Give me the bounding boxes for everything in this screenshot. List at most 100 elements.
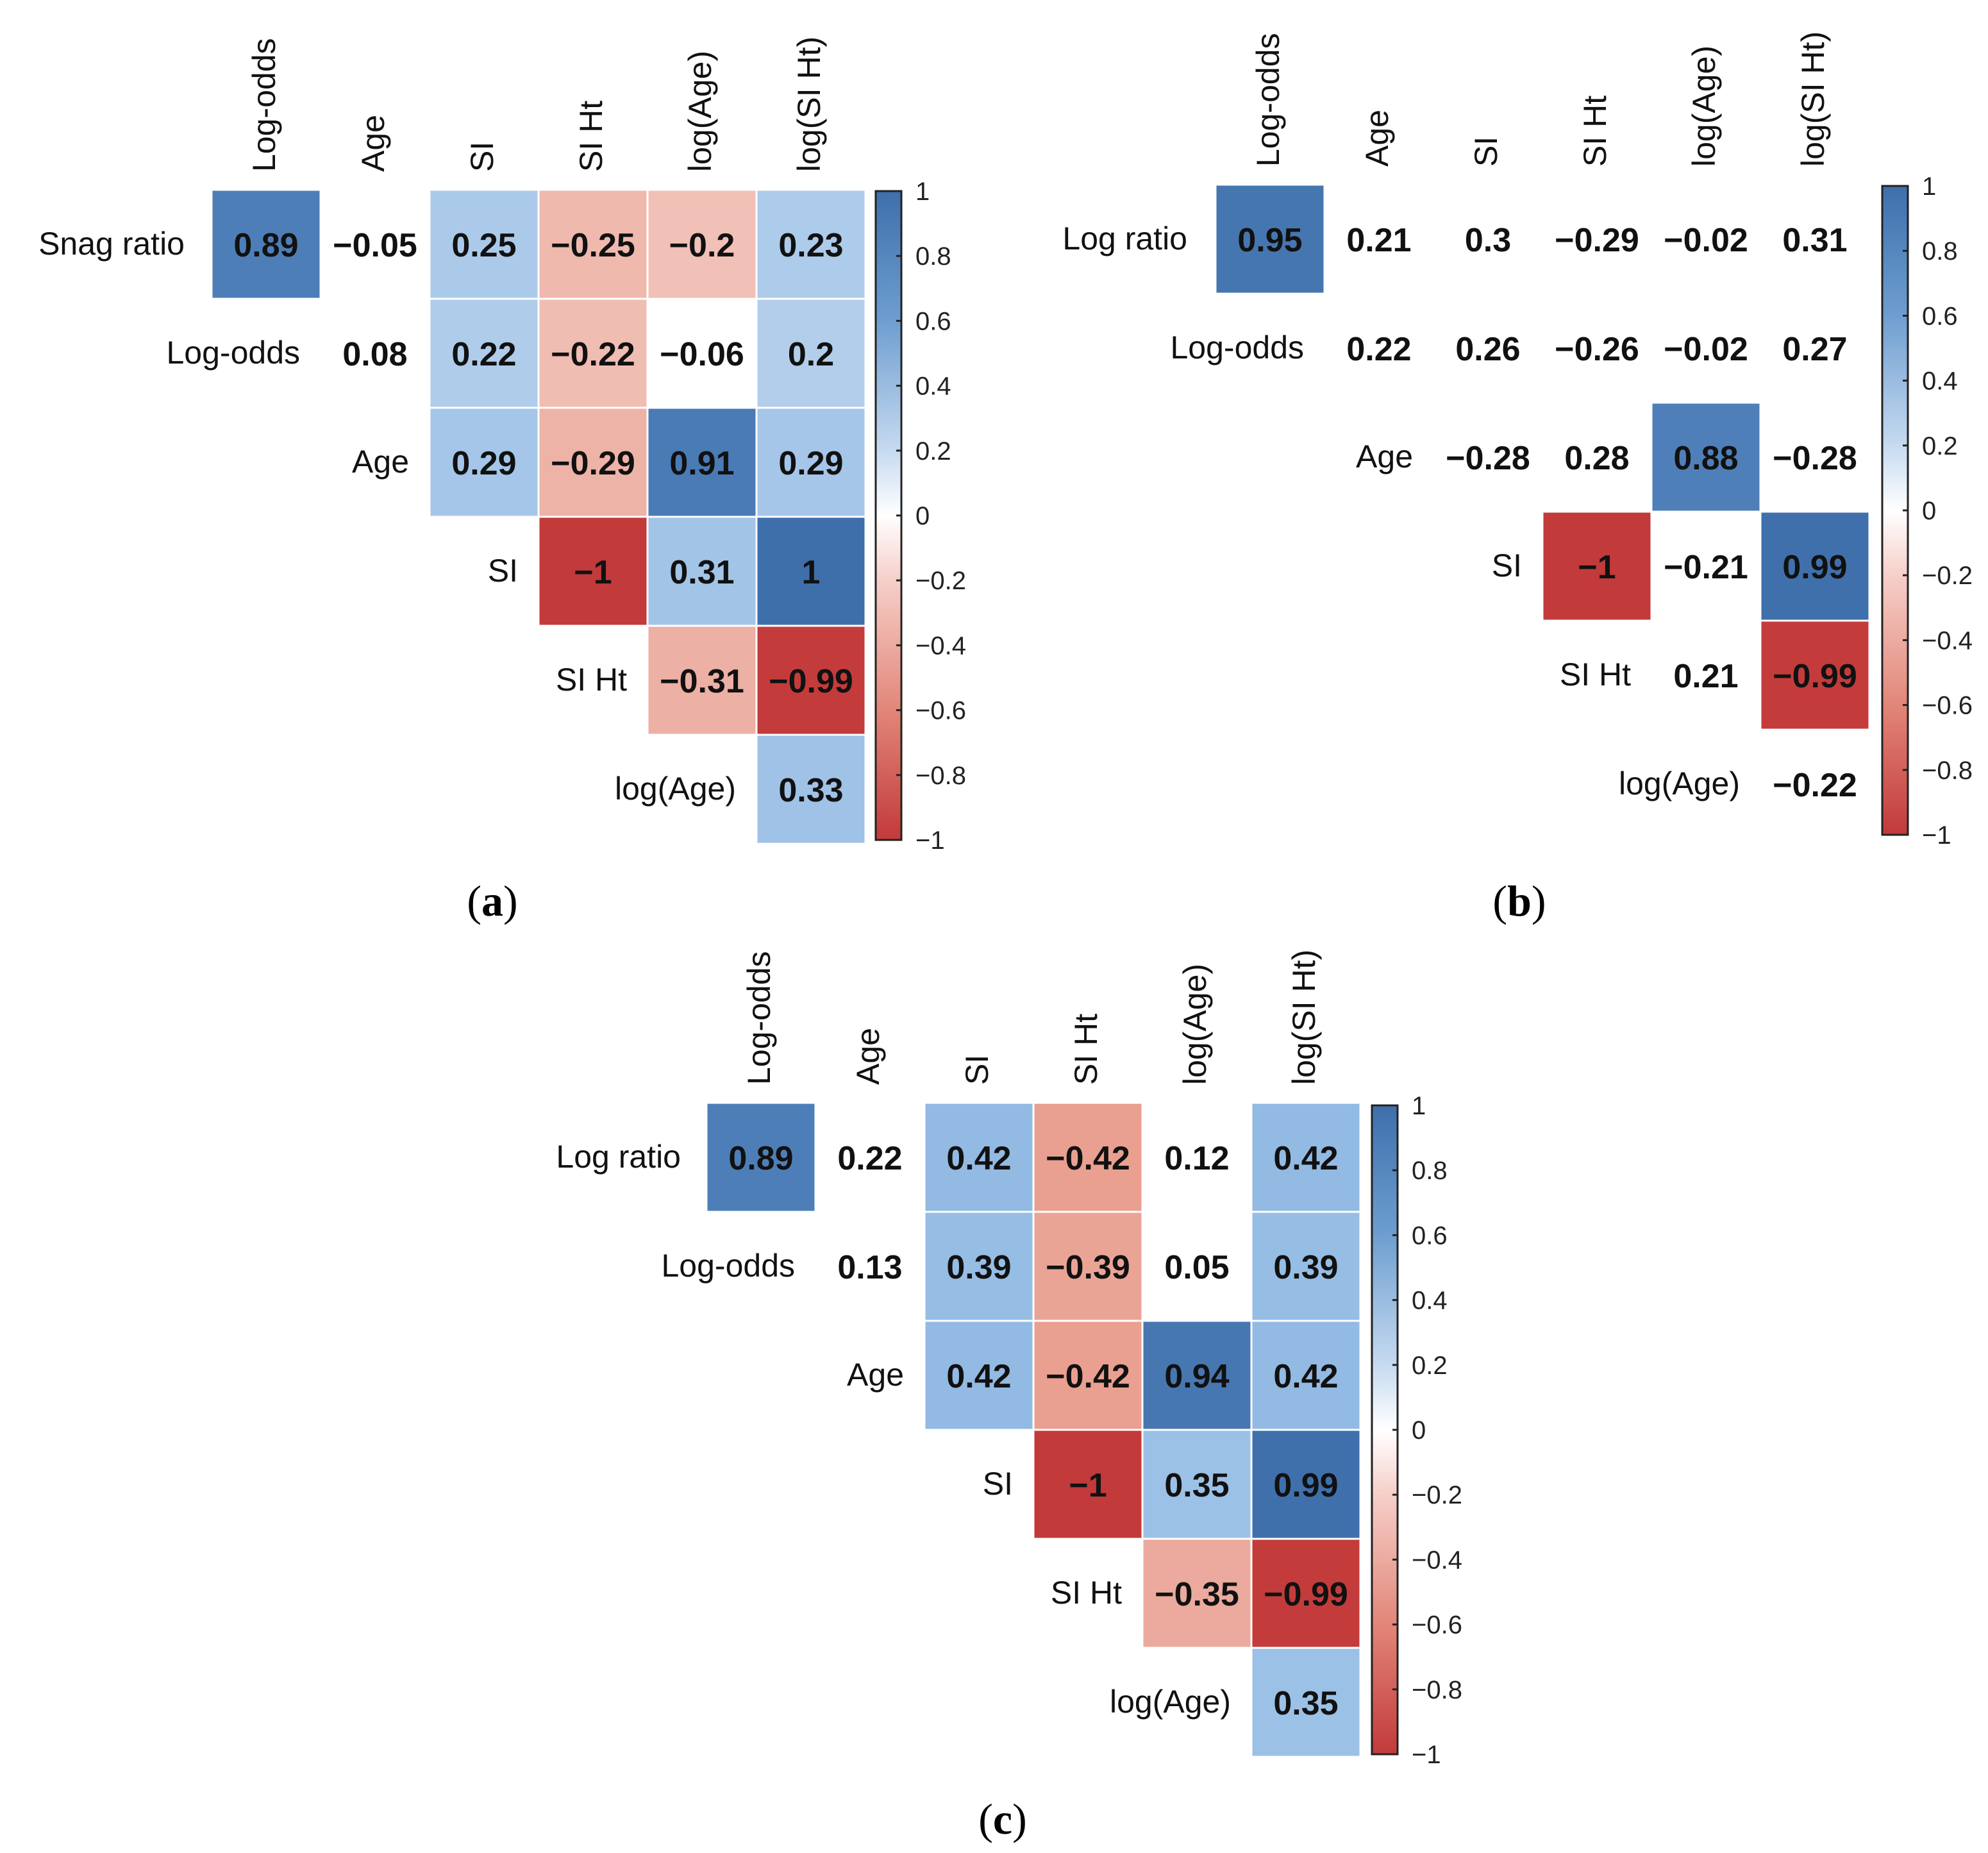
heatmap-cell xyxy=(1250,1647,1362,1758)
cell-value: 0.39 xyxy=(1273,1249,1338,1286)
cell-value: −0.2 xyxy=(669,227,735,264)
colorbar-tick-label: 0.8 xyxy=(915,242,951,271)
colorbar-tick-label: −0.8 xyxy=(1412,1676,1462,1704)
cell-value: 0.28 xyxy=(1564,440,1629,477)
cell-value: 0.99 xyxy=(1782,549,1847,586)
cell-value: 0.08 xyxy=(342,336,407,373)
cell-value: −0.22 xyxy=(551,336,635,373)
cell-value: 0.22 xyxy=(451,336,516,373)
col-label: log(Age) xyxy=(1686,46,1722,167)
heatmap-cell xyxy=(923,1102,1035,1213)
colorbar-tick-label: 0.4 xyxy=(1922,367,1958,396)
heatmap-cell xyxy=(646,516,758,627)
row-label: Log ratio xyxy=(1062,221,1187,256)
colorbar-tick-label: −1 xyxy=(1922,821,1951,850)
colorbar-tick-label: 0.4 xyxy=(915,373,951,401)
col-label: SI Ht xyxy=(573,101,609,172)
colorbar-tick-label: −0.8 xyxy=(915,762,966,790)
colorbar-tick-label: −0.2 xyxy=(1922,562,1973,590)
row-label: SI xyxy=(488,553,518,589)
row-label: Log ratio xyxy=(556,1139,681,1175)
colorbar-tick-label: 0.8 xyxy=(1412,1157,1448,1185)
cell-value: −0.25 xyxy=(551,227,635,264)
col-label: log(SI Ht) xyxy=(1795,31,1831,167)
cell-value: 0.42 xyxy=(946,1358,1011,1395)
panel-b: Log-odds Age SI SI Ht log(Age) log(SI Ht) 0.95… xyxy=(1062,31,1973,925)
cell-value: −0.29 xyxy=(551,445,635,482)
row-label: Snag ratio xyxy=(38,226,185,262)
col-label: Log-odds xyxy=(246,38,282,172)
col-label: Age xyxy=(355,115,391,172)
heatmap-cell xyxy=(537,189,649,300)
row-label: SI xyxy=(1492,548,1522,583)
cell-value: 0.22 xyxy=(1346,331,1411,368)
cell-value: −0.99 xyxy=(1773,658,1857,695)
heatmap-cell xyxy=(755,625,867,736)
cell-value: −0.06 xyxy=(660,336,744,373)
cell-value: 1 xyxy=(802,554,821,591)
panel-c: Log-odds Age SI SI Ht log(Age) log(SI Ht) 0.89… xyxy=(556,950,1462,1843)
cell-value: −0.42 xyxy=(1046,1140,1130,1177)
cell-value: 0.21 xyxy=(1673,658,1738,695)
cell-value: −0.28 xyxy=(1446,440,1530,477)
col-label: log(SI Ht) xyxy=(1286,950,1322,1085)
cell-value: 0.29 xyxy=(778,445,843,482)
heatmap-cell xyxy=(1141,1538,1253,1649)
colorbar-tick-label: −0.4 xyxy=(1922,626,1973,655)
col-label: log(Age) xyxy=(1177,964,1213,1085)
cell-value: 0.21 xyxy=(1346,222,1411,259)
colorbar-tick-label: 1 xyxy=(1922,172,1936,201)
cell-value: 0.42 xyxy=(946,1140,1011,1177)
cell-value: 0.88 xyxy=(1673,440,1738,477)
cell-value: 0.29 xyxy=(451,445,516,482)
heatmap-cell xyxy=(1032,1429,1144,1540)
col-label: SI Ht xyxy=(1577,96,1613,167)
cell-value: 0.35 xyxy=(1273,1685,1338,1722)
cell-value: 0.2 xyxy=(788,336,834,373)
row-label: log(Age) xyxy=(615,771,736,807)
cell-value: 0.39 xyxy=(946,1249,1011,1286)
colorbar-tick-label: −0.6 xyxy=(1922,692,1973,720)
cell-value: −1 xyxy=(1578,549,1616,586)
heatmap-cell xyxy=(428,189,540,300)
colorbar-tick-label: −0.2 xyxy=(915,567,966,595)
heatmap-cell xyxy=(1759,619,1871,731)
col-label: SI Ht xyxy=(1068,1014,1104,1085)
panel-label: (b) xyxy=(1492,876,1546,925)
cell-value: −0.26 xyxy=(1555,331,1639,368)
heatmap-cell xyxy=(755,407,867,518)
cell-value: 0.3 xyxy=(1465,222,1511,259)
heatmap-cell xyxy=(1032,1211,1144,1322)
colorbar-tick-label: −0.6 xyxy=(915,697,966,725)
cell-value: −0.02 xyxy=(1664,331,1748,368)
row-label: Age xyxy=(847,1357,904,1393)
cell-value: 0.35 xyxy=(1164,1467,1229,1504)
colorbar-tick-label: −1 xyxy=(915,826,945,855)
heatmap-cell xyxy=(537,407,649,518)
colorbar-tick-label: 0.2 xyxy=(1412,1352,1448,1380)
row-label: SI Ht xyxy=(556,662,627,698)
heatmap-cell xyxy=(923,1211,1035,1322)
heatmap-cell xyxy=(1141,1320,1253,1431)
col-label: SI xyxy=(464,142,500,172)
row-label: Log-odds xyxy=(662,1248,796,1284)
row-label: Log-odds xyxy=(167,335,301,371)
heatmap-cell xyxy=(428,407,540,518)
cell-value: 0.22 xyxy=(837,1140,902,1177)
col-label: log(SI Ht) xyxy=(791,37,827,172)
cell-value: 0.95 xyxy=(1237,222,1302,259)
heatmap-cell xyxy=(1250,1102,1362,1213)
heatmap-cell xyxy=(1214,183,1326,295)
colorbar-tick-label: 0.6 xyxy=(915,307,951,335)
cell-value: 0.33 xyxy=(778,772,843,809)
cell-value: −0.39 xyxy=(1046,1249,1130,1286)
row-label: log(Age) xyxy=(1110,1684,1231,1720)
row-label: SI Ht xyxy=(1560,657,1631,692)
colorbar-tick-label: −1 xyxy=(1412,1741,1441,1769)
colorbar-tick-label: 1 xyxy=(1412,1092,1426,1120)
col-label: log(Age) xyxy=(682,51,718,172)
colorbar-tick-label: −0.4 xyxy=(915,632,966,660)
col-label: Log-odds xyxy=(1250,33,1286,167)
row-label: Log-odds xyxy=(1171,330,1305,365)
cell-value: −0.28 xyxy=(1773,440,1857,477)
